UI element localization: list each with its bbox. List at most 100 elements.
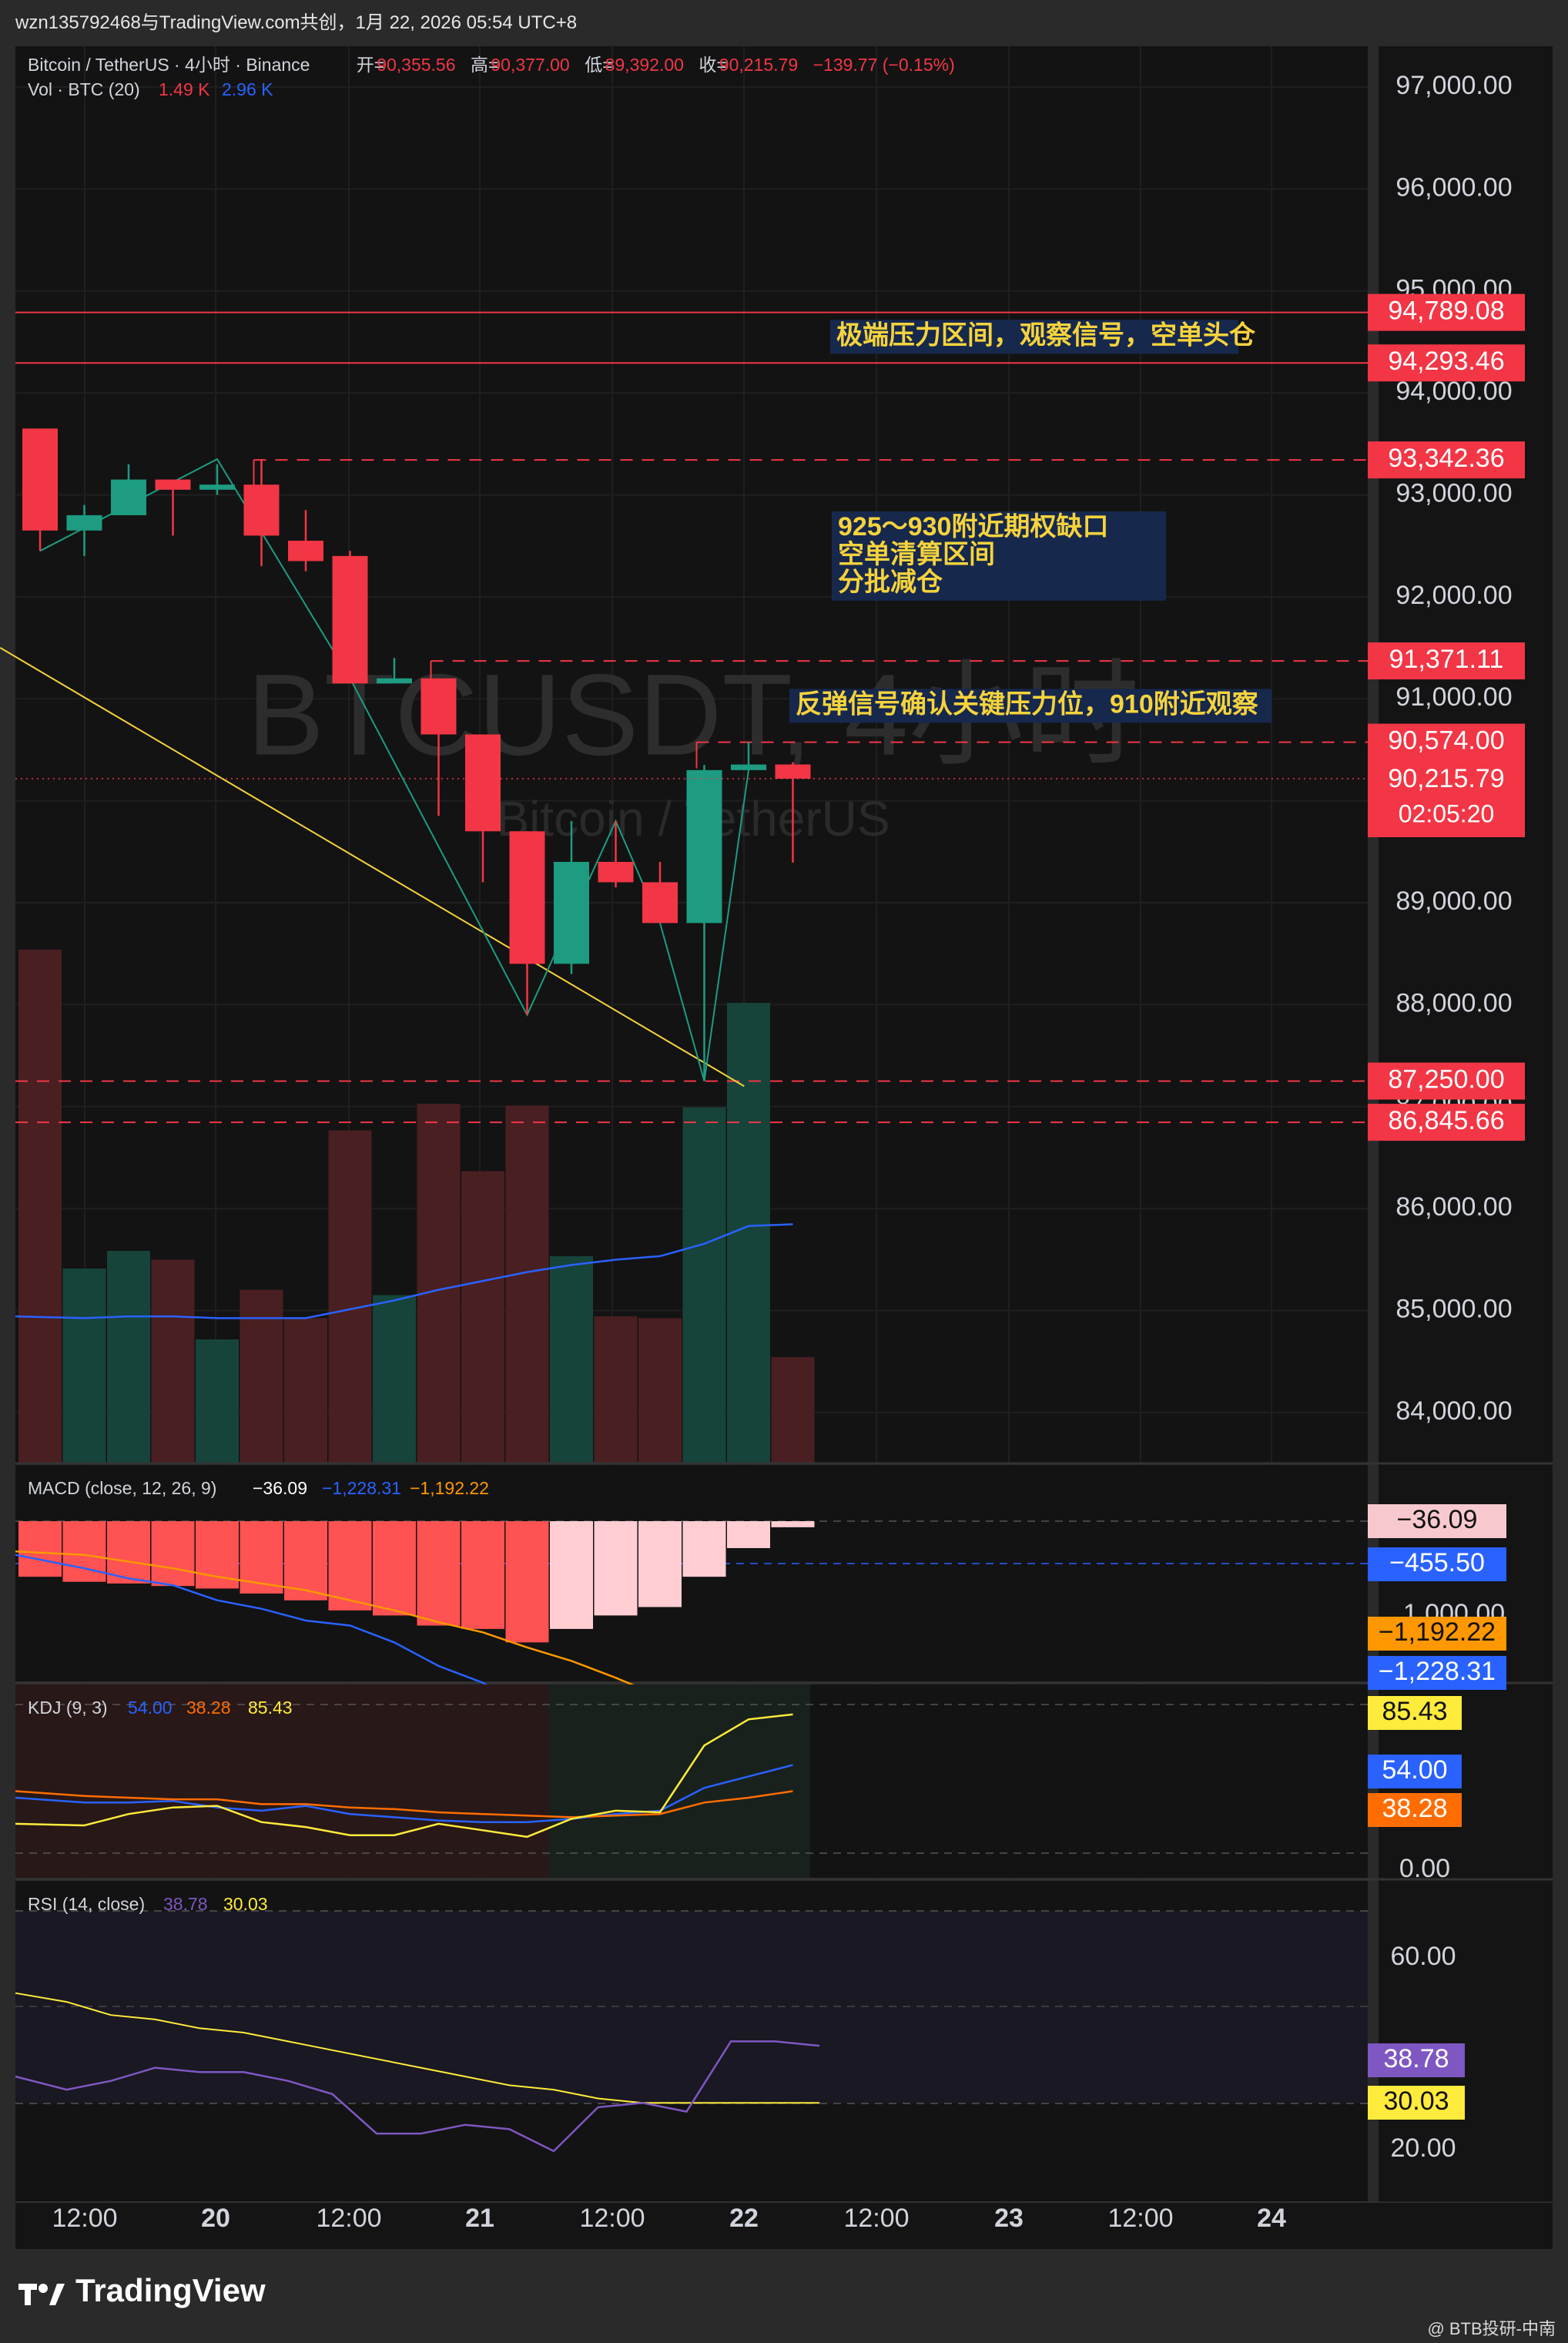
price-level-badge[interactable] [1368,723,1525,761]
candle-body[interactable] [155,479,191,490]
legend-change: −139.77 (−0.15%) [813,55,955,75]
candle-body[interactable] [554,861,589,964]
volume-bar [284,1318,327,1463]
price-level-label: 94,789.08 [1388,297,1504,326]
time-axis-label: 23 [994,2204,1024,2233]
rsi-ma-line [15,1992,819,2104]
kdj-j-line [15,1713,793,1839]
rsi-value-badge[interactable] [1368,2086,1465,2120]
candle-body[interactable] [22,428,58,531]
legend-volume-ma: 2.96 K [222,79,273,99]
price-level-badge[interactable] [1368,642,1525,680]
bar-countdown: 02:05:20 [1399,799,1495,827]
rsi-badge-label: 30.03 [1383,2087,1449,2116]
annotation-text: 空单清算区间 [838,540,995,569]
price-level-badge[interactable] [1368,1104,1525,1141]
price-level-badge[interactable] [1368,293,1525,331]
price-level-label: 91,371.11 [1389,645,1504,674]
rsi-band [15,1911,1368,2103]
candle-body[interactable] [199,484,235,490]
annotation-box[interactable] [832,511,1166,601]
macd-histogram-bar [771,1521,815,1527]
volume-bar [18,950,62,1463]
last-price-badge[interactable] [1368,759,1525,838]
price-level-label: 86,845.66 [1388,1106,1504,1135]
volume-bar [594,1316,638,1463]
candle-body[interactable] [731,764,766,770]
candle-body[interactable] [775,764,811,779]
annotation-text: 925～930附近期权缺口 [838,512,1108,541]
candle-body[interactable] [509,831,545,964]
candle-body[interactable] [598,861,634,883]
price-axis-label: 93,000.00 [1395,478,1512,508]
tradingview-logo[interactable]: TradingView [18,2272,266,2309]
kdj-badge-label: 85.43 [1382,1697,1447,1726]
kdj-value-badge[interactable] [1368,1755,1462,1788]
price-axis-label: 86,000.00 [1395,1192,1512,1222]
macd-histogram-bar [151,1521,195,1587]
rsi-value: 38.78 [163,1894,208,1914]
kdj-overbought-zone [548,1684,810,1878]
macd-histogram-bar [638,1521,682,1607]
time-axis-pane[interactable] [15,2203,1553,2249]
macd-value-badge[interactable] [1368,1504,1506,1538]
volume-bar [328,1130,372,1463]
annotation-text: 极端压力区间，观察信号，空单头仓 [836,320,1256,350]
kdj-value-d: 38.28 [186,1698,231,1718]
footer-credit: @ BTB投研-中南 [1427,2319,1556,2338]
time-axis-label: 21 [465,2204,494,2233]
time-axis-label: 12:00 [316,2204,381,2233]
price-level-badge[interactable] [1368,1062,1525,1100]
volume-bar [505,1105,549,1463]
macd-histogram-bar [727,1521,770,1548]
price-axis-label: 84,000.00 [1395,1396,1512,1426]
kdj-d-line [15,1790,793,1818]
chart-canvas[interactable]: 97,000.0096,000.0095,000.0094,000.0093,0… [0,0,1568,2264]
macd-value-signal: −1,192.22 [410,1478,489,1498]
volume-bar [417,1104,461,1463]
candle-body[interactable] [420,678,457,735]
price-level-badge[interactable] [1368,441,1525,479]
macd-value-badge[interactable] [1368,1547,1506,1581]
annotation-text: 反弹信号确认关键压力位，910附近观察 [796,689,1258,719]
rsi-badge-label: 38.78 [1383,2044,1449,2073]
candle-body[interactable] [243,484,280,536]
price-axis-label: 85,000.00 [1395,1294,1512,1323]
time-axis-label: 12:00 [52,2204,117,2233]
kdj-oversold-zone [15,1684,548,1878]
candle-body[interactable] [465,734,501,832]
tradingview-logo-icon [18,2278,66,2305]
rsi-value-badge[interactable] [1368,2043,1465,2077]
price-axis-pane[interactable] [1379,46,1553,2249]
kdj-value-j: 85.43 [248,1698,293,1718]
macd-value-badge[interactable] [1368,1617,1506,1651]
candle-body[interactable] [686,769,722,923]
macd-histogram-bar [461,1521,504,1629]
kdj-value-badge[interactable] [1368,1696,1462,1730]
trendline[interactable] [0,647,745,1088]
volume-bar [107,1251,150,1463]
volume-bar [62,1269,106,1463]
candle-body[interactable] [642,882,678,923]
legend-open: 90,355.56 [377,55,455,75]
price-level-badge[interactable] [1368,344,1525,382]
macd-value-badge[interactable] [1368,1656,1506,1690]
time-axis-label: 20 [201,2204,230,2233]
macd-histogram-bar [594,1521,638,1616]
macd-value-hist: −36.09 [253,1478,307,1498]
candle-body[interactable] [111,479,146,515]
candle-body[interactable] [288,541,323,561]
legend-symbol: Bitcoin / TetherUS · 4小时 · Binance [28,55,310,75]
candle-body[interactable] [332,555,368,684]
macd-histogram-bar [18,1521,62,1577]
annotation-box[interactable] [830,320,1238,354]
kdj-value-badge[interactable] [1368,1793,1462,1827]
rsi-ma-value: 30.03 [223,1894,268,1914]
candle-body[interactable] [377,678,412,684]
price-axis-label: 94,000.00 [1395,377,1512,406]
candle-body[interactable] [66,515,102,531]
annotation-box[interactable] [789,689,1271,723]
chart-header: wzn135792468与TradingView.com共创，1月 22, 20… [0,0,1568,46]
volume-ma-line [15,1223,793,1319]
legend-low: 89,392.00 [605,55,684,75]
